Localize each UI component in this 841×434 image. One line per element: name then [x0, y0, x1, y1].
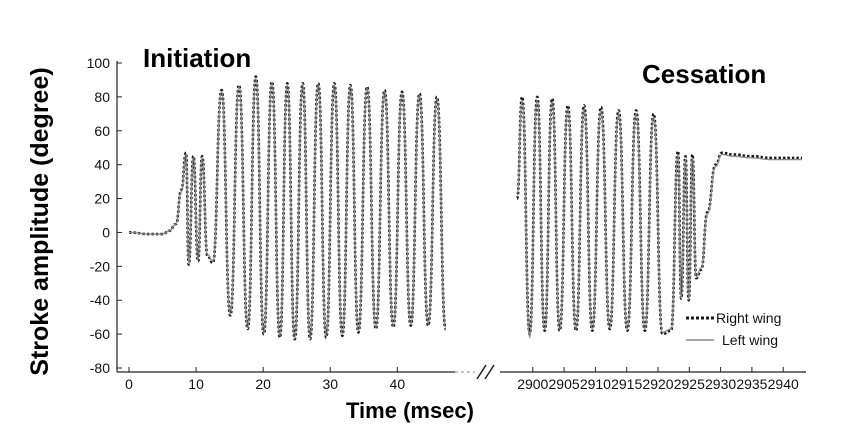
- y-tick-label: 80: [94, 89, 110, 105]
- x-tick-label: 20: [255, 376, 271, 392]
- x-tick-label: 2910: [580, 376, 611, 392]
- left-wing-line-initiation: [128, 77, 447, 339]
- cessation-title: Cessation: [642, 59, 766, 89]
- initiation-title: Initiation: [143, 43, 251, 73]
- y-tick-label: -60: [90, 326, 110, 342]
- y-tick-label: -80: [90, 360, 110, 376]
- y-tick-label: -20: [90, 258, 110, 274]
- x-tick-label: 2925: [674, 376, 705, 392]
- x-tick-label: 30: [322, 376, 338, 392]
- x-tick-label: 2920: [642, 376, 673, 392]
- x-tick-label: 2900: [517, 376, 548, 392]
- x-axis-label: Time (msec): [346, 398, 474, 423]
- legend: Right wing Left wing: [686, 310, 781, 348]
- plot-area: 100 80 60 40 20 0 -20 -40 -60 -80 0 10 20 30 40 2900 290…: [87, 55, 806, 392]
- axis-break-mark: [476, 364, 487, 380]
- y-tick-label: 40: [94, 157, 110, 173]
- axis-break-mark: [484, 364, 495, 380]
- y-tick-label: -40: [90, 292, 110, 308]
- y-axis-label: Stroke amplitude (degree): [26, 67, 54, 375]
- x-tick-label: 2915: [611, 376, 642, 392]
- left-wing-line-cessation: [516, 99, 802, 339]
- x-tick-label: 2940: [768, 376, 799, 392]
- x-tick-label: 40: [390, 376, 406, 392]
- x-tick-label: 2905: [549, 376, 580, 392]
- y-tick-label: 100: [87, 55, 111, 71]
- legend-right-wing-label: Right wing: [716, 310, 781, 326]
- x-tick-label: 0: [125, 376, 133, 392]
- x-tick-label: 10: [188, 376, 204, 392]
- legend-left-wing-label: Left wing: [722, 332, 778, 348]
- y-tick-label: 20: [94, 191, 110, 207]
- y-tick-label: 60: [94, 123, 110, 139]
- y-tick-label: 0: [102, 224, 110, 240]
- x-tick-label: 2935: [736, 376, 767, 392]
- x-tick-label: 2930: [705, 376, 736, 392]
